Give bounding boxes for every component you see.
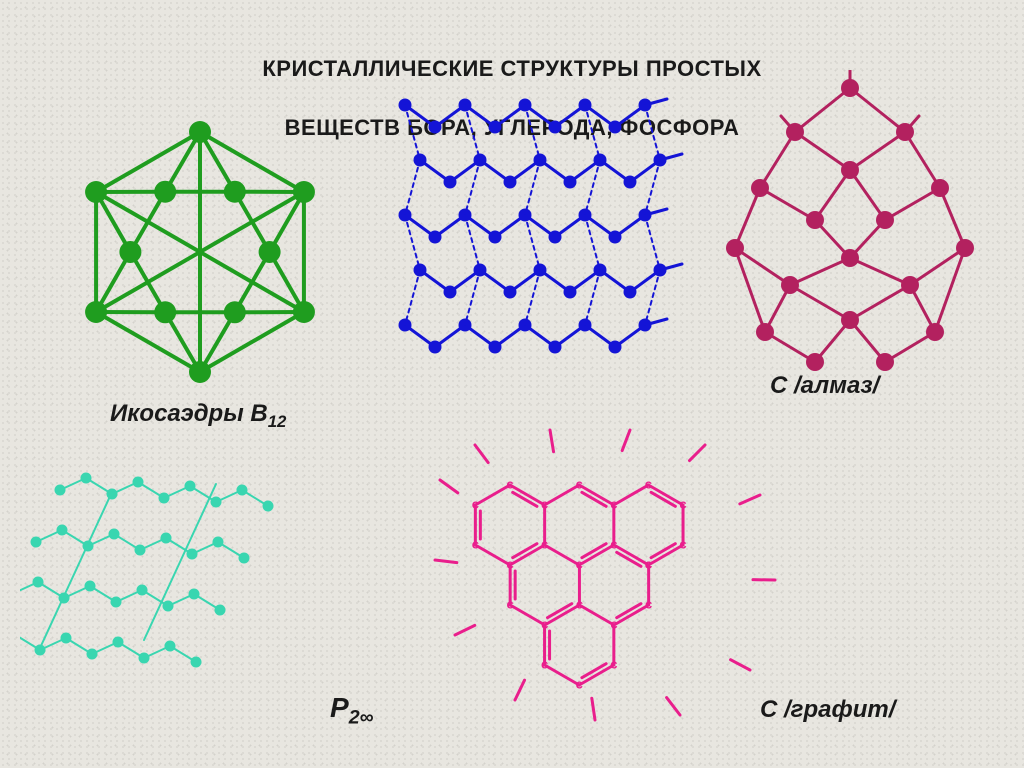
svg-text:c: c bbox=[679, 536, 686, 551]
svg-text:c: c bbox=[679, 496, 686, 511]
phosphorus-label: Р2∞ bbox=[330, 692, 374, 730]
svg-text:c: c bbox=[576, 476, 583, 491]
svg-text:c: c bbox=[610, 656, 617, 671]
svg-text:c: c bbox=[645, 596, 652, 611]
phosphorus-diagram bbox=[20, 450, 380, 750]
svg-text:c: c bbox=[576, 676, 583, 691]
svg-text:c: c bbox=[507, 596, 514, 611]
icosahedron-label: Икосаэдры В12 bbox=[110, 400, 286, 432]
graphite-layers-diagram bbox=[380, 80, 700, 420]
svg-text:c: c bbox=[645, 476, 652, 491]
svg-text:c: c bbox=[472, 536, 479, 551]
svg-text:c: c bbox=[472, 496, 479, 511]
boron-icosahedron-diagram bbox=[0, 55, 400, 455]
svg-text:c: c bbox=[645, 556, 652, 571]
diamond-diagram bbox=[700, 70, 1020, 390]
svg-text:c: c bbox=[506, 476, 513, 491]
diamond-label: С /алмаз/ bbox=[770, 372, 879, 400]
graphite-label: С /графит/ bbox=[760, 696, 895, 724]
svg-text:c: c bbox=[541, 656, 548, 671]
